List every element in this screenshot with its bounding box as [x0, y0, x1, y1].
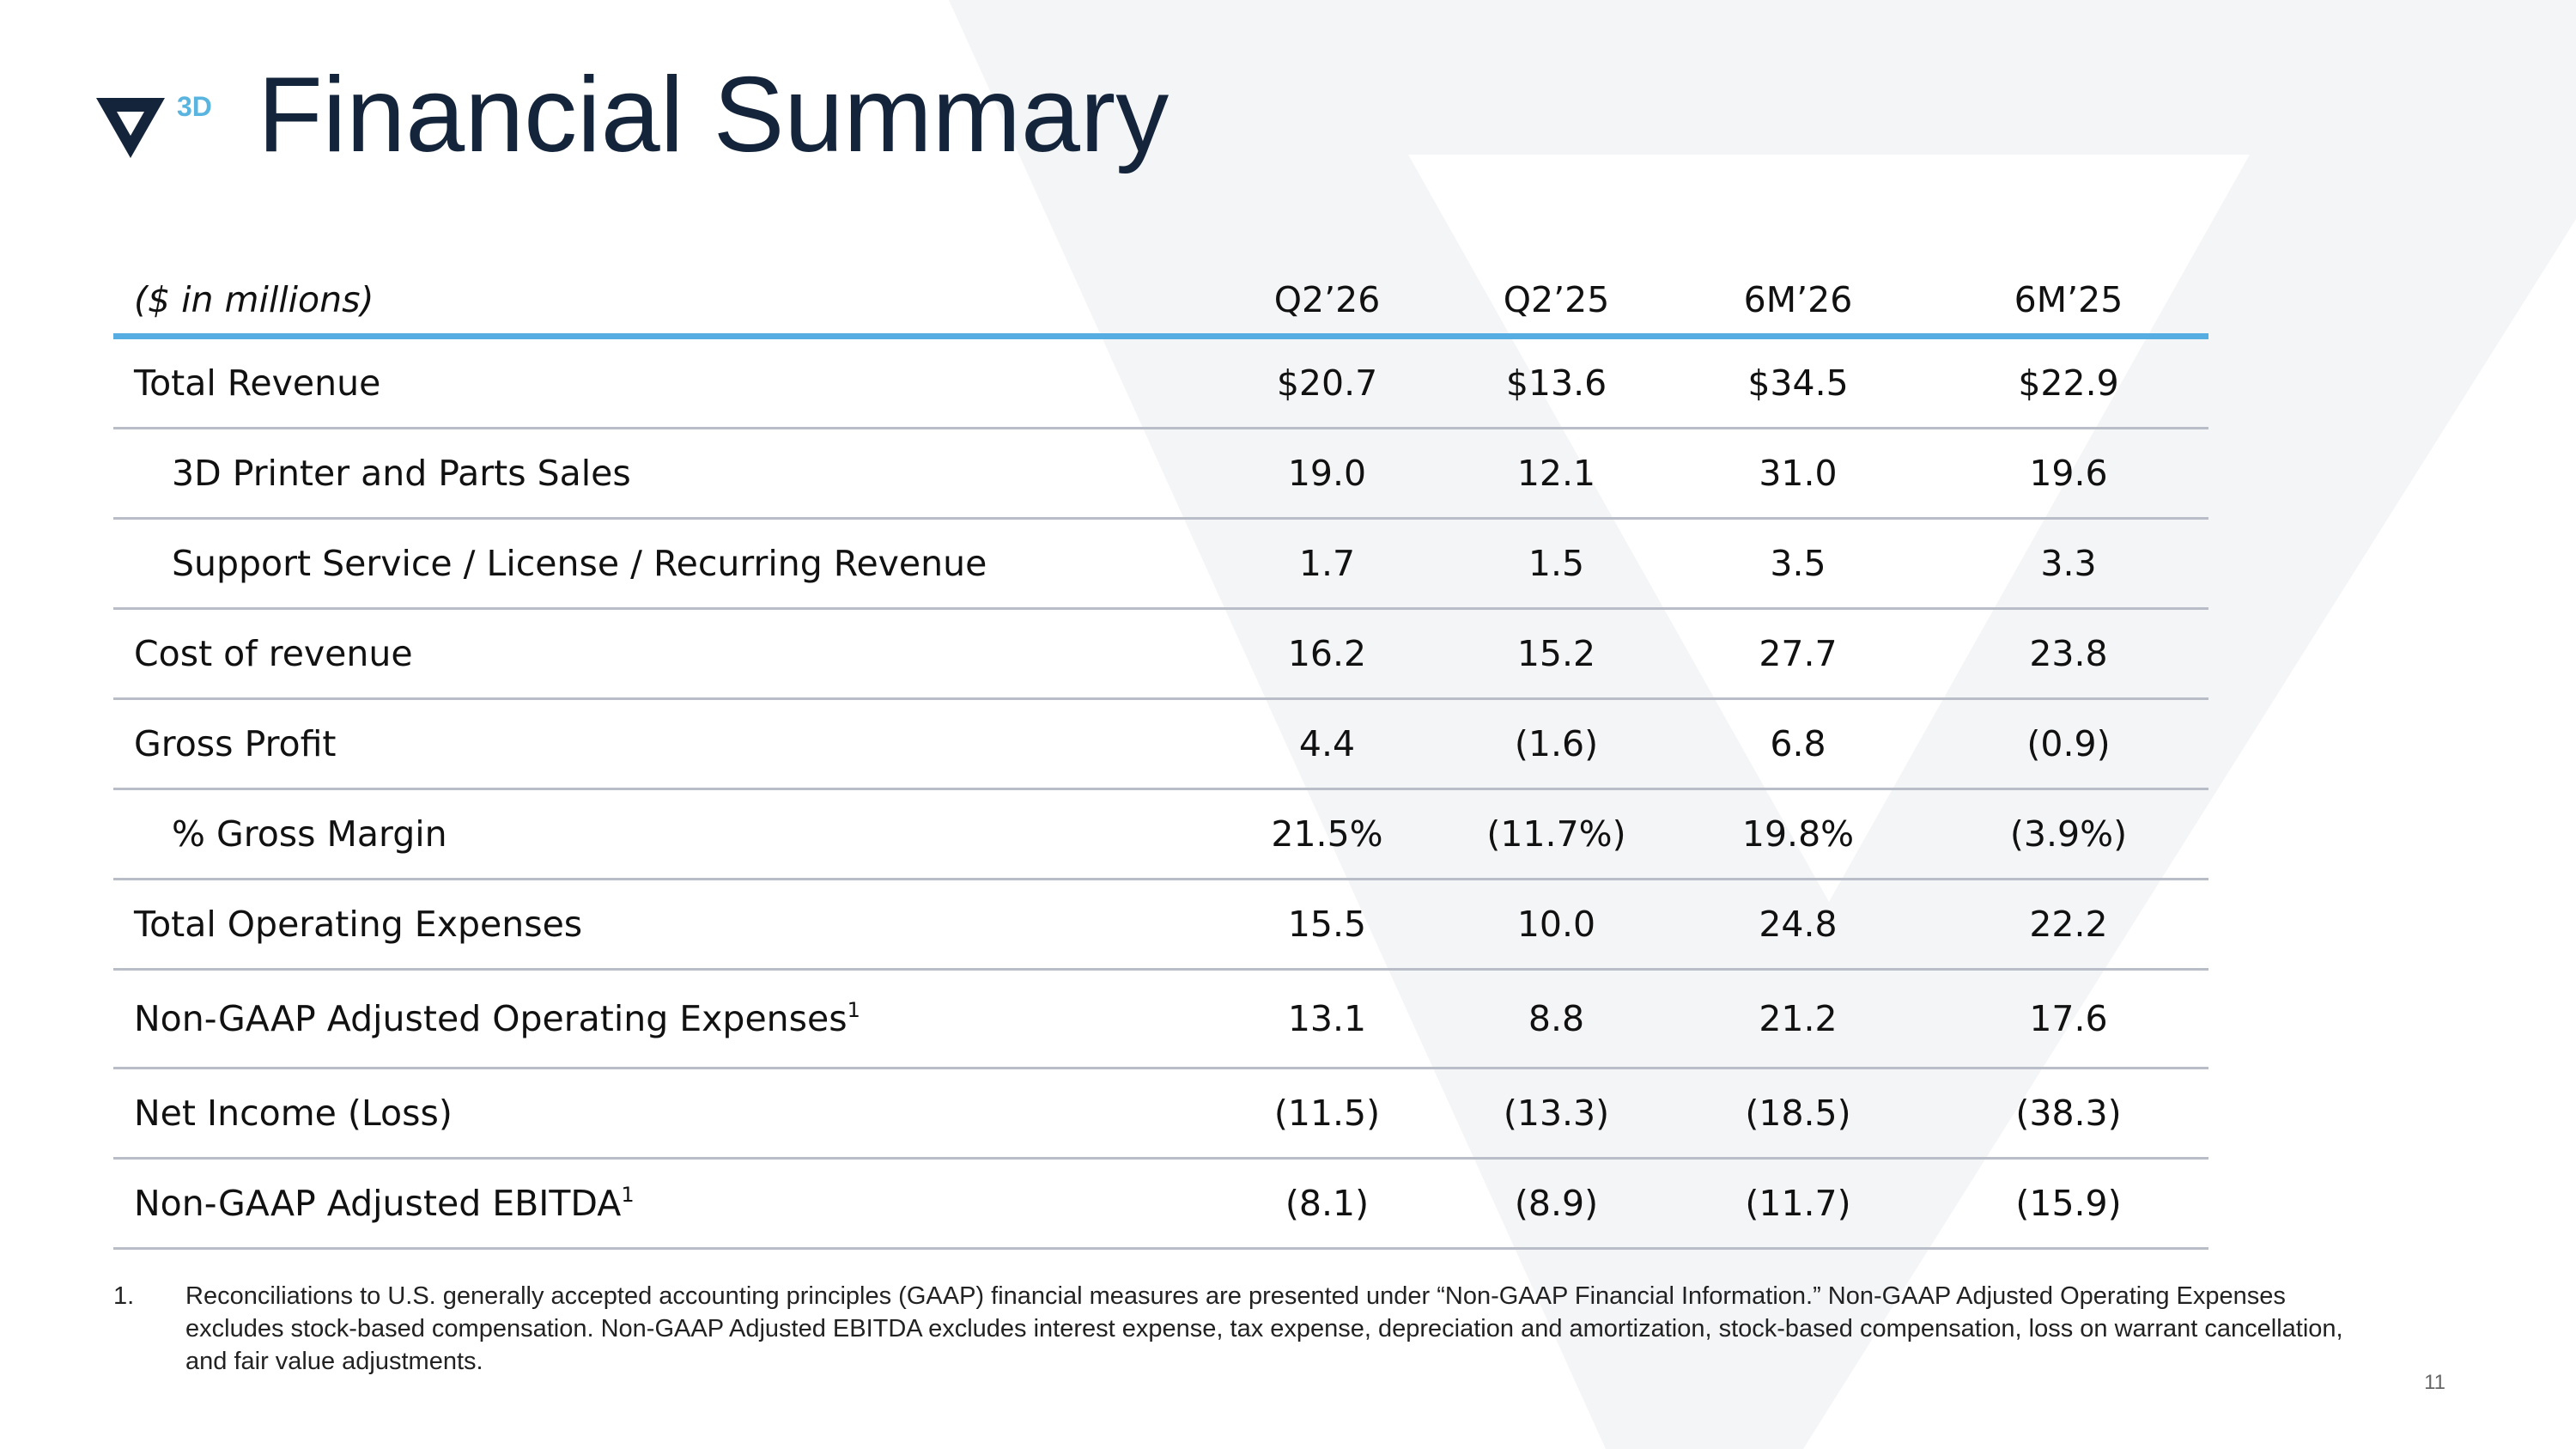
table-cell: $20.7	[1209, 336, 1445, 429]
table-cell: 24.8	[1668, 879, 1929, 971]
column-header: 6M’26	[1668, 266, 1929, 339]
table-cell: 27.7	[1668, 608, 1929, 700]
page-number: 11	[2424, 1371, 2445, 1394]
table-cell: $34.5	[1668, 336, 1929, 429]
table-cell: 16.2	[1209, 608, 1445, 700]
table-cell: 15.2	[1445, 608, 1668, 700]
row-label: Total Revenue	[113, 336, 1209, 429]
footnote-text: Reconciliations to U.S. generally accept…	[185, 1282, 2343, 1375]
row-label: Net Income (Loss)	[113, 1068, 1209, 1160]
table-row: 3D Printer and Parts Sales 19.0 12.1 31.…	[113, 428, 2208, 520]
table-cell: 8.8	[1445, 969, 1668, 1069]
table-row: Non-GAAP Adjusted EBITDA1 (8.1) (8.9) (1…	[113, 1158, 2208, 1250]
table-cell: 3.5	[1668, 518, 1929, 610]
table-row: Cost of revenue 16.2 15.2 27.7 23.8	[113, 608, 2208, 700]
table-cell: 17.6	[1929, 969, 2208, 1069]
table-cell: 21.5%	[1209, 788, 1445, 880]
table-cell: 12.1	[1445, 428, 1668, 520]
table-cell: 23.8	[1929, 608, 2208, 700]
table-row: Support Service / License / Recurring Re…	[113, 518, 2208, 610]
row-label: Non-GAAP Adjusted Operating Expenses1	[113, 969, 1209, 1069]
table-cell: (8.9)	[1445, 1158, 1668, 1250]
table-row: Total Revenue $20.7 $13.6 $34.5 $22.9	[113, 336, 2208, 429]
footnote-ref: 1	[621, 1183, 635, 1207]
table-row: % Gross Margin 21.5% (11.7%) 19.8% (3.9%…	[113, 788, 2208, 880]
row-label: Gross Profit	[113, 698, 1209, 790]
table-cell: (13.3)	[1445, 1068, 1668, 1160]
table-cell: 21.2	[1668, 969, 1929, 1069]
table-cell: 15.5	[1209, 879, 1445, 971]
table-cell: 19.6	[1929, 428, 2208, 520]
table-cell: (18.5)	[1668, 1068, 1929, 1160]
table-cell: 6.8	[1668, 698, 1929, 790]
unit-label: ($ in millions)	[113, 266, 1209, 339]
table-row: Total Operating Expenses 15.5 10.0 24.8 …	[113, 879, 2208, 971]
table-row: Net Income (Loss) (11.5) (13.3) (18.5) (…	[113, 1068, 2208, 1160]
table-cell: (38.3)	[1929, 1068, 2208, 1160]
table-cell: $22.9	[1929, 336, 2208, 429]
table-cell: 10.0	[1445, 879, 1668, 971]
table-cell: (0.9)	[1929, 698, 2208, 790]
table-row: Gross Profit 4.4 (1.6) 6.8 (0.9)	[113, 698, 2208, 790]
footnote-number: 1.	[113, 1282, 135, 1310]
table-cell: 31.0	[1668, 428, 1929, 520]
table-cell: (8.1)	[1209, 1158, 1445, 1250]
table-cell: (11.7)	[1668, 1158, 1929, 1250]
table-cell: (3.9%)	[1929, 788, 2208, 880]
financial-summary-table: ($ in millions) Q2’26 Q2’25 6M’26 6M’25 …	[113, 266, 2208, 1250]
table-header-row: ($ in millions) Q2’26 Q2’25 6M’26 6M’25	[113, 266, 2208, 339]
column-header: Q2’26	[1209, 266, 1445, 339]
logo-3d-text: 3D	[177, 91, 212, 122]
table-cell: 1.5	[1445, 518, 1668, 610]
row-label: Total Operating Expenses	[113, 879, 1209, 971]
column-header: 6M’25	[1929, 266, 2208, 339]
table-cell: 22.2	[1929, 879, 2208, 971]
table-cell: 19.8%	[1668, 788, 1929, 880]
table-cell: (15.9)	[1929, 1158, 2208, 1250]
row-label: % Gross Margin	[113, 788, 1209, 880]
row-label: 3D Printer and Parts Sales	[113, 428, 1209, 520]
table-cell: (11.7%)	[1445, 788, 1668, 880]
table-cell: $13.6	[1445, 336, 1668, 429]
table-cell: 3.3	[1929, 518, 2208, 610]
page-title: Financial Summary	[258, 56, 1170, 174]
table-row: Non-GAAP Adjusted Operating Expenses1 13…	[113, 969, 2208, 1069]
footnote: 1. Reconciliations to U.S. generally acc…	[113, 1280, 2346, 1378]
table-cell: 1.7	[1209, 518, 1445, 610]
row-label: Non-GAAP Adjusted EBITDA1	[113, 1158, 1209, 1250]
footnote-ref: 1	[847, 998, 860, 1022]
table-cell: (1.6)	[1445, 698, 1668, 790]
velo3d-logo-icon	[96, 98, 165, 158]
table-cell: (11.5)	[1209, 1068, 1445, 1160]
table-cell: 19.0	[1209, 428, 1445, 520]
table-cell: 4.4	[1209, 698, 1445, 790]
row-label: Support Service / License / Recurring Re…	[113, 518, 1209, 610]
table-cell: 13.1	[1209, 969, 1445, 1069]
column-header: Q2’25	[1445, 266, 1668, 339]
row-label: Cost of revenue	[113, 608, 1209, 700]
